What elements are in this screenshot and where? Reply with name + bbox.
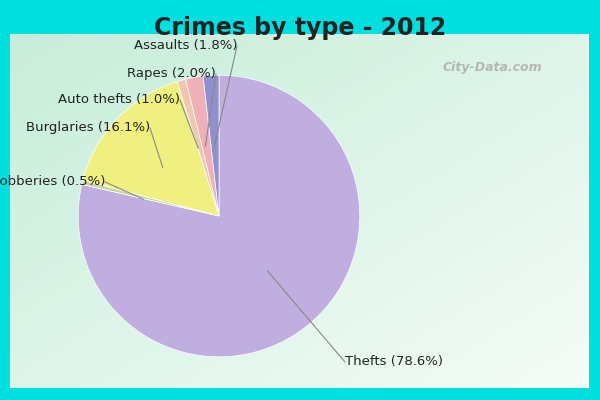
Wedge shape [82,180,219,216]
Text: Thefts (78.6%): Thefts (78.6%) [345,356,443,368]
Wedge shape [186,76,219,216]
Text: Auto thefts (1.0%): Auto thefts (1.0%) [58,94,180,106]
Text: Assaults (1.8%): Assaults (1.8%) [133,40,237,52]
Wedge shape [78,75,360,357]
Wedge shape [83,82,219,216]
Text: City-Data.com: City-Data.com [442,62,542,74]
Wedge shape [203,75,219,216]
Text: Robberies (0.5%): Robberies (0.5%) [0,176,105,188]
Text: Rapes (2.0%): Rapes (2.0%) [127,68,216,80]
Wedge shape [177,79,219,216]
Text: Burglaries (16.1%): Burglaries (16.1%) [26,122,150,134]
Text: Crimes by type - 2012: Crimes by type - 2012 [154,16,446,40]
